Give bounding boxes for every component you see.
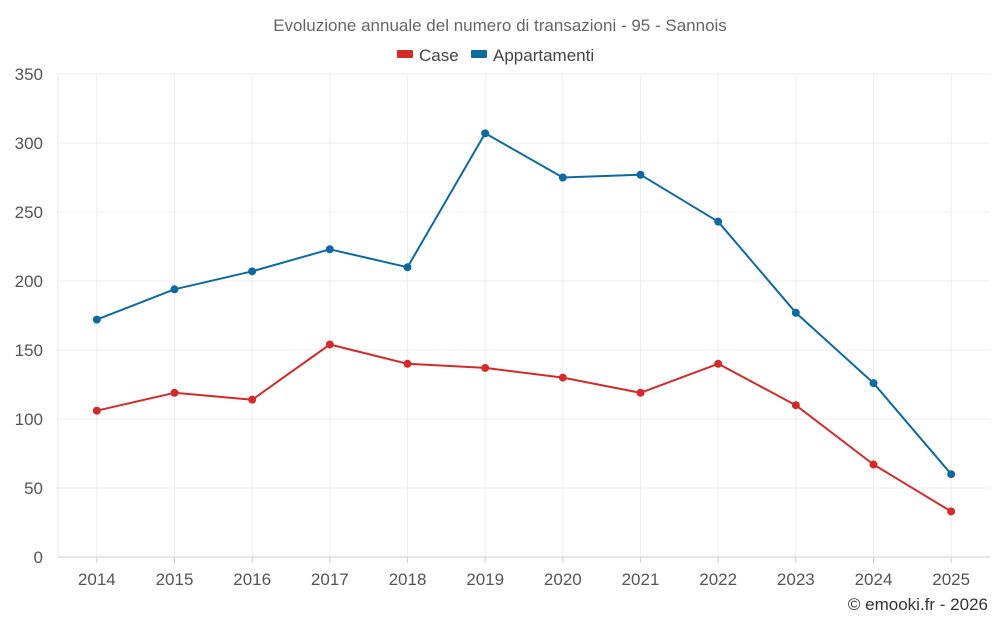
data-point-case[interactable] [869, 460, 878, 469]
data-point-case[interactable] [170, 388, 179, 397]
data-point-case[interactable] [92, 406, 101, 415]
x-tick-label: 2016 [233, 570, 271, 589]
x-tick-label: 2018 [389, 570, 427, 589]
data-point-appartamenti[interactable] [558, 173, 567, 182]
y-tick-label: 100 [15, 410, 43, 429]
series-line-appartamenti [96, 132, 952, 475]
legend-swatch [397, 50, 413, 58]
x-tick-label: 2014 [78, 570, 116, 589]
data-point-case[interactable] [636, 388, 645, 397]
data-point-case[interactable] [403, 359, 412, 368]
data-point-appartamenti[interactable] [947, 470, 956, 479]
data-point-appartamenti[interactable] [791, 308, 800, 317]
chart-title: Evoluzione annuale del numero di transaz… [273, 16, 727, 35]
legend-swatch [471, 50, 487, 58]
series-lines [96, 132, 952, 513]
series-line-case [96, 343, 952, 513]
legend-item-appartamenti[interactable]: Appartamenti [471, 46, 594, 65]
legend-item-case[interactable]: Case [397, 46, 459, 65]
data-point-case[interactable] [791, 401, 800, 410]
x-tick-label: 2023 [777, 570, 815, 589]
series-points [92, 129, 956, 516]
y-tick-label: 0 [34, 548, 43, 567]
data-point-appartamenti[interactable] [869, 379, 878, 388]
y-tick-label: 150 [15, 341, 43, 360]
data-point-case[interactable] [714, 359, 723, 368]
legend: Case Appartamenti [397, 46, 594, 65]
y-axis: 0 50 100 150 200 250 300 350 [15, 65, 43, 567]
data-point-case[interactable] [325, 340, 334, 349]
x-tick-label: 2025 [932, 570, 970, 589]
legend-label: Appartamenti [493, 46, 594, 65]
data-point-appartamenti[interactable] [481, 129, 490, 138]
x-tick-label: 2017 [311, 570, 349, 589]
data-point-appartamenti[interactable] [248, 267, 257, 276]
x-tick-label: 2022 [699, 570, 737, 589]
y-tick-label: 200 [15, 272, 43, 291]
data-point-appartamenti[interactable] [325, 245, 334, 254]
legend-label: Case [419, 46, 459, 65]
data-point-case[interactable] [947, 507, 956, 516]
y-tick-label: 350 [15, 65, 43, 84]
x-tick-label: 2021 [622, 570, 660, 589]
data-point-case[interactable] [248, 395, 257, 404]
y-tick-label: 50 [24, 479, 43, 498]
x-tick-label: 2024 [855, 570, 893, 589]
data-point-appartamenti[interactable] [92, 315, 101, 324]
y-tick-label: 300 [15, 134, 43, 153]
y-tick-label: 250 [15, 203, 43, 222]
x-tick-label: 2015 [156, 570, 194, 589]
data-point-appartamenti[interactable] [714, 217, 723, 226]
data-point-appartamenti[interactable] [170, 285, 179, 294]
grid [57, 73, 990, 563]
credit-text: © emooki.fr - 2026 [848, 595, 988, 614]
data-point-appartamenti[interactable] [636, 170, 645, 179]
data-point-appartamenti[interactable] [403, 263, 412, 272]
data-point-case[interactable] [481, 363, 490, 372]
x-tick-label: 2019 [466, 570, 504, 589]
x-axis: 2014 2015 2016 2017 2018 2019 2020 2021 2022 2023… [78, 570, 970, 589]
x-tick-label: 2020 [544, 570, 582, 589]
data-point-case[interactable] [558, 373, 567, 382]
